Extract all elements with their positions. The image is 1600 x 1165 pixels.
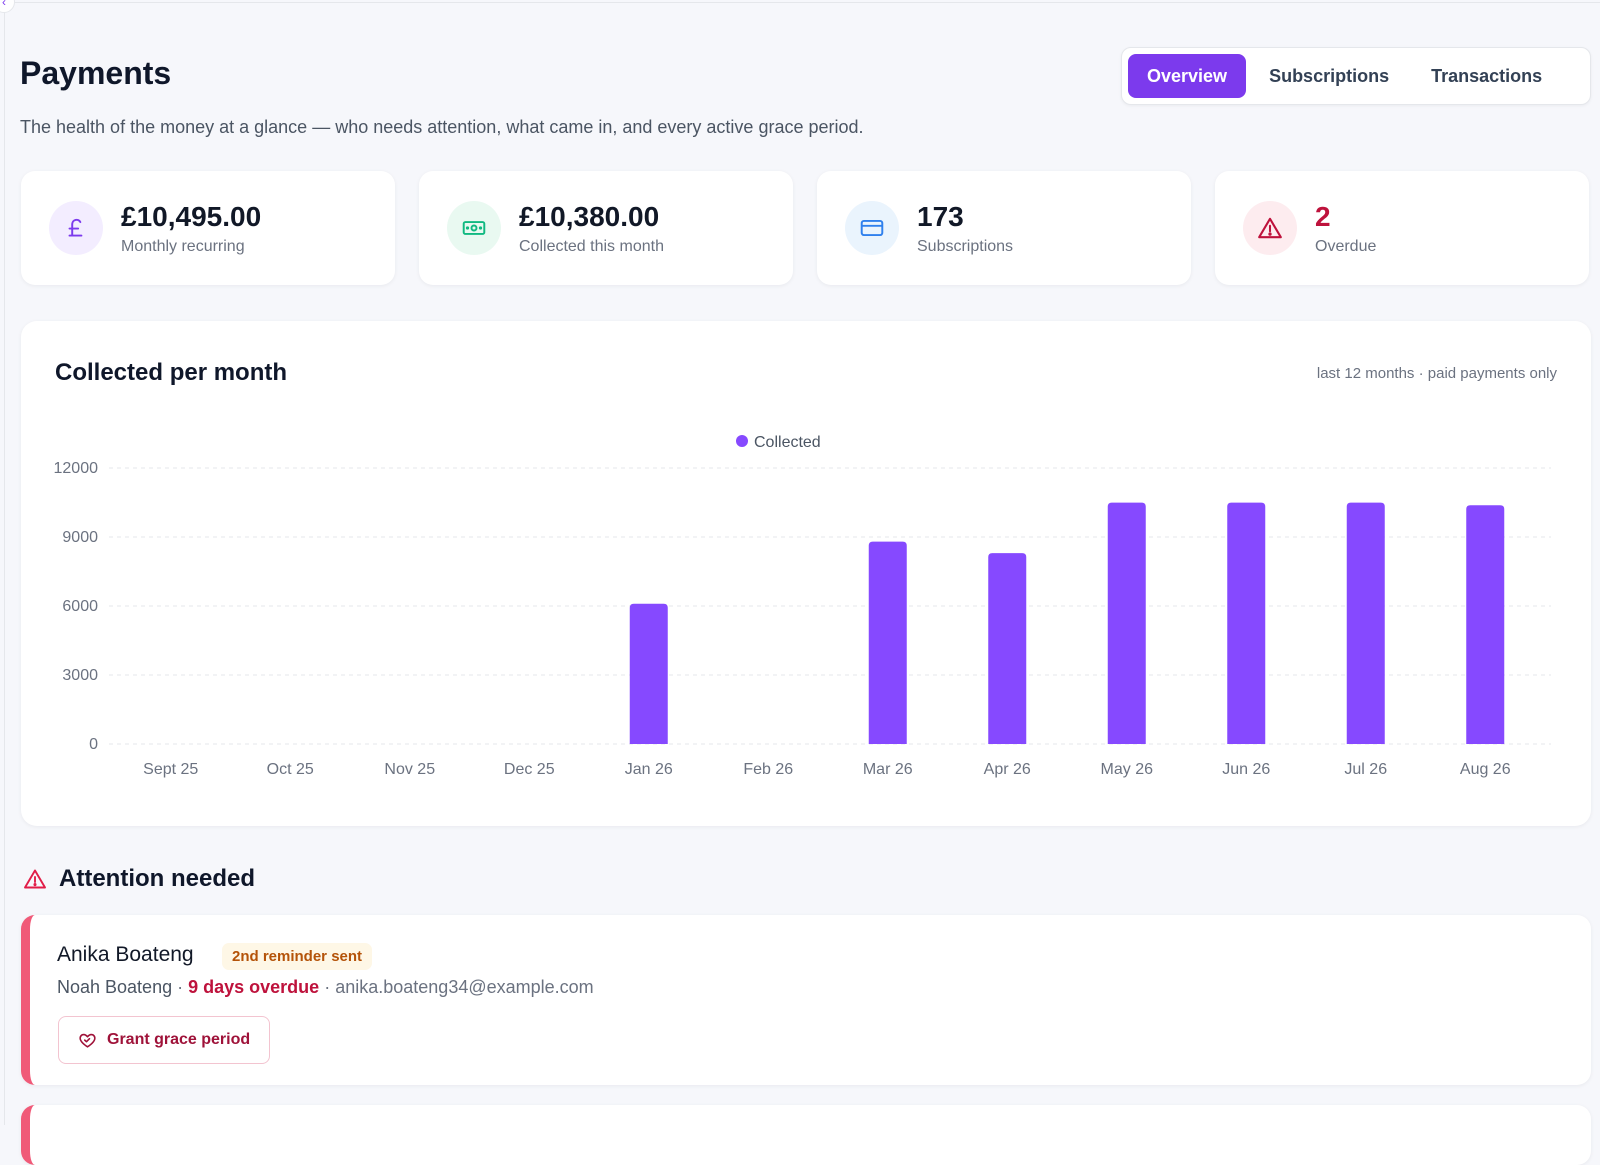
- pound-icon: [49, 201, 103, 255]
- x-tick-label: Nov 25: [384, 761, 435, 778]
- bar-jan-26[interactable]: [629, 603, 668, 744]
- bar-may-26[interactable]: [1107, 502, 1146, 744]
- stat-label: Collected this month: [519, 238, 664, 255]
- bar-jul-26[interactable]: [1346, 502, 1385, 744]
- x-tick-label: Jan 26: [625, 761, 673, 778]
- grant-grace-period-label: Grant grace period: [107, 1031, 251, 1048]
- stat-value: 173: [917, 201, 964, 232]
- y-tick-label: 6000: [62, 598, 98, 615]
- stat-value: £10,380.00: [519, 201, 660, 232]
- x-tick-label: Aug 26: [1460, 761, 1511, 778]
- x-tick-label: Dec 25: [504, 761, 555, 778]
- x-tick-label: Jul 26: [1344, 761, 1387, 778]
- bar-jun-26[interactable]: [1227, 502, 1266, 744]
- bar-mar-26[interactable]: [868, 541, 907, 744]
- page-title: Payments: [20, 55, 172, 91]
- stat-label: Monthly recurring: [121, 238, 245, 255]
- attention-title: Attention needed: [59, 865, 255, 892]
- attention-header: Attention needed: [23, 865, 255, 893]
- stat-card-monthly-recurring: £10,495.00 Monthly recurring: [21, 171, 395, 285]
- x-tick-label: Feb 26: [743, 761, 793, 778]
- x-tick-label: Sept 25: [143, 761, 198, 778]
- stat-label: Overdue: [1315, 238, 1377, 255]
- y-tick-label: 9000: [62, 529, 98, 546]
- separator: ·: [324, 977, 331, 997]
- member-name[interactable]: Anika Boateng: [57, 943, 194, 966]
- separator: ·: [177, 977, 184, 997]
- tab-transactions[interactable]: Transactions: [1431, 65, 1543, 86]
- reminder-badge: 2nd reminder sent: [222, 943, 373, 970]
- warning-icon: [1243, 201, 1297, 255]
- stat-label: Subscriptions: [917, 238, 1014, 255]
- guardian-name: Noah Boateng: [57, 977, 173, 997]
- legend-swatch: [736, 435, 748, 447]
- warning-icon: [23, 867, 47, 891]
- bar-apr-26[interactable]: [988, 553, 1027, 744]
- card-icon: [845, 201, 899, 255]
- x-tick-label: Jun 26: [1222, 761, 1270, 778]
- tab-subscriptions[interactable]: Subscriptions: [1269, 65, 1390, 86]
- y-tick-label: 0: [89, 736, 98, 753]
- stat-card-subscriptions: 173 Subscriptions: [817, 171, 1191, 285]
- member-meta: Noah Boateng · 9 days overdue · anika.bo…: [57, 977, 594, 998]
- chevron-left-icon[interactable]: ‹: [0, 0, 15, 13]
- stat-card-collected: £10,380.00 Collected this month: [419, 171, 793, 285]
- x-tick-label: Oct 25: [267, 761, 314, 778]
- stat-value: 2: [1315, 201, 1331, 232]
- y-tick-label: 3000: [62, 667, 98, 684]
- x-tick-label: May 26: [1101, 761, 1154, 778]
- attention-item: [21, 1105, 1591, 1165]
- stat-card-overdue: 2 Overdue: [1215, 171, 1589, 285]
- tab-bar: Overview Subscriptions Transactions: [1121, 47, 1591, 105]
- legend-label[interactable]: Collected: [754, 434, 821, 451]
- bar-chart: 0 3000 6000 9000 12000 Sept 25 Oct 25 Nov 25 Dec…: [54, 434, 1551, 778]
- x-tick-label: Apr 26: [984, 761, 1031, 778]
- stat-value: £10,495.00: [121, 201, 262, 232]
- y-tick-label: 12000: [54, 460, 99, 477]
- chart-card: Collected per month last 12 months · pai…: [21, 321, 1591, 826]
- heart-handshake-icon: [78, 1031, 97, 1050]
- bar-aug-26[interactable]: [1466, 505, 1505, 744]
- page-subtitle: The health of the money at a glance — wh…: [20, 117, 864, 137]
- x-tick-label: Mar 26: [863, 761, 913, 778]
- chart-title: Collected per month: [55, 359, 288, 386]
- attention-item: Anika Boateng 2nd reminder sent Noah Boa…: [21, 915, 1591, 1085]
- cash-icon: [447, 201, 501, 255]
- chart-note: last 12 months · paid payments only: [1316, 365, 1557, 382]
- overdue-days: 9 days overdue: [188, 977, 320, 997]
- member-email: anika.boateng34@example.com: [335, 977, 594, 997]
- grant-grace-period-button[interactable]: Grant grace period: [58, 1016, 271, 1064]
- tab-overview[interactable]: Overview: [1128, 54, 1247, 98]
